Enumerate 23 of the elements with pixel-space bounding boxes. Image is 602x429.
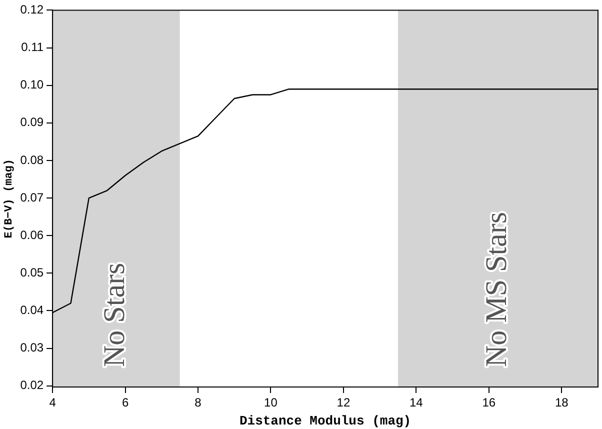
y-axis-title: E(B−V) (mag) <box>3 158 16 238</box>
y-tick-label: 0.06 <box>20 228 44 242</box>
y-tick-label: 0.07 <box>20 190 44 204</box>
x-tick-label: 4 <box>49 396 56 410</box>
x-tick-label: 10 <box>264 396 278 410</box>
x-tick-label: 12 <box>336 396 350 410</box>
x-tick-label: 8 <box>194 396 202 410</box>
x-tick-label: 18 <box>554 396 569 410</box>
x-tick-label: 6 <box>122 396 129 410</box>
y-tick-label: 0.05 <box>20 265 44 280</box>
y-tick-label: 0.10 <box>20 78 44 92</box>
band-label: No Stars <box>98 262 132 368</box>
x-tick-label: 14 <box>410 396 424 410</box>
y-tick-label: 0.09 <box>20 115 44 130</box>
y-tick-label: 0.03 <box>20 340 44 355</box>
y-tick-label: 0.04 <box>20 303 44 318</box>
y-tick-label: 0.02 <box>20 378 44 392</box>
x-tick-label: 16 <box>482 396 496 410</box>
x-axis-title: Distance Modulus (mag) <box>239 413 412 428</box>
y-tick-label: 0.11 <box>21 40 44 54</box>
y-tick-label: 0.08 <box>20 152 44 167</box>
y-tick-label: 0.12 <box>20 2 44 17</box>
band-label: No MS Stars <box>480 212 513 368</box>
